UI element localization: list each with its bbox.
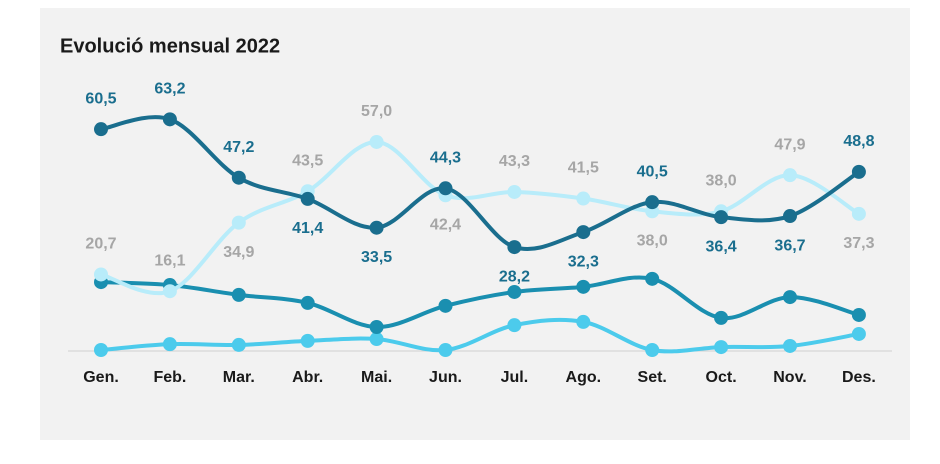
data-label: 57,0	[361, 103, 392, 120]
data-label: 34,9	[223, 244, 254, 261]
chart-title: Evolució mensual 2022	[60, 35, 280, 57]
data-label: 60,5	[85, 90, 116, 107]
data-point	[507, 240, 522, 255]
x-tick-label: Gen.	[83, 369, 119, 386]
data-point	[507, 284, 522, 299]
panel	[40, 8, 910, 440]
data-label: 16,1	[154, 252, 185, 269]
data-label: 36,7	[774, 237, 805, 254]
data-point	[300, 191, 315, 206]
data-point	[576, 314, 591, 329]
data-point	[851, 326, 866, 341]
data-label: 40,5	[637, 163, 668, 180]
series-line	[100, 139, 860, 296]
x-tick-label: Mar.	[223, 369, 255, 386]
x-tick-label: Nov.	[773, 369, 806, 386]
data-point	[369, 332, 384, 347]
data-point	[783, 338, 797, 353]
data-label: 20,7	[85, 236, 116, 253]
x-tick-label: Ago.	[566, 369, 602, 386]
data-point	[231, 287, 246, 302]
data-label: 47,9	[774, 136, 805, 153]
x-tick-label: Abr.	[292, 369, 323, 386]
data-label: 38,0	[706, 173, 737, 190]
data-point	[851, 164, 866, 179]
data-point	[369, 320, 384, 335]
data-point	[162, 112, 177, 127]
data-point	[438, 298, 453, 313]
data-point	[645, 195, 660, 210]
x-tick-label: Jun.	[429, 369, 462, 386]
data-label: 42,4	[430, 216, 461, 233]
x-tick-label: Set.	[638, 369, 667, 386]
data-point	[645, 343, 660, 357]
data-point	[231, 337, 246, 352]
data-point	[576, 279, 591, 294]
data-point	[369, 134, 384, 149]
data-label: 48,8	[843, 133, 874, 150]
data-label: 38,0	[637, 233, 668, 250]
x-tick-label: Mai.	[361, 369, 392, 386]
data-point	[94, 267, 108, 282]
data-point	[438, 343, 453, 357]
data-point	[714, 310, 729, 325]
data-point	[507, 318, 522, 333]
data-point	[369, 220, 384, 235]
data-point	[851, 206, 866, 221]
data-label: 47,2	[223, 139, 254, 156]
data-point	[162, 337, 177, 352]
data-label: 28,2	[499, 268, 530, 285]
data-point	[714, 340, 729, 355]
data-label: 32,3	[568, 253, 599, 270]
data-point	[645, 271, 660, 286]
x-tick-label: Oct.	[706, 369, 737, 386]
data-label: 44,3	[430, 150, 461, 167]
data-label: 33,5	[361, 249, 392, 266]
data-point	[162, 284, 177, 299]
data-label: 37,3	[843, 235, 874, 252]
data-label: 43,5	[292, 152, 323, 169]
data-point	[783, 290, 797, 305]
data-point	[783, 168, 797, 183]
data-point	[576, 225, 591, 240]
data-point	[783, 209, 797, 224]
data-label: 41,4	[292, 220, 323, 237]
data-label: 43,3	[499, 153, 530, 170]
data-point	[576, 191, 591, 206]
data-label: 63,2	[154, 81, 185, 98]
data-point	[300, 333, 315, 348]
series-line	[100, 115, 860, 251]
data-point	[231, 170, 246, 185]
data-point	[300, 295, 315, 310]
data-point	[714, 210, 729, 225]
data-point	[94, 122, 108, 137]
data-point	[231, 215, 246, 230]
data-point	[94, 343, 108, 357]
x-tick-label: Des.	[842, 369, 876, 386]
x-tick-label: Feb.	[153, 369, 186, 386]
x-tick-label: Jul.	[501, 369, 529, 386]
data-label: 41,5	[568, 160, 599, 177]
data-point	[507, 184, 522, 199]
data-point	[438, 181, 453, 196]
data-label: 36,4	[706, 238, 737, 255]
data-point	[851, 307, 866, 322]
